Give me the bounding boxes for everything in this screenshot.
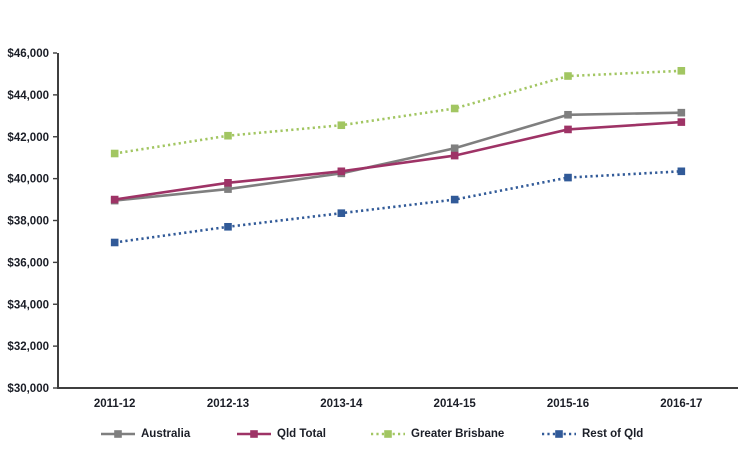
x-axis-label: 2016-17 [660,398,702,410]
legend-item-qld-total: Qld Total [236,424,326,444]
y-axis-label: $42,000 [7,132,49,144]
data-point-australia [564,110,572,119]
legend-item-australia: Australia [100,424,190,444]
legend-line-sample-rest-of-qld [542,430,576,438]
data-point-rest-of-qld [677,167,686,176]
data-point-australia [450,144,459,153]
data-point-qld-total [224,179,232,187]
data-point-greater-brisbane [564,72,572,80]
data-point-qld-total [110,195,119,204]
data-point-rest-of-qld [337,209,346,217]
x-axis-label: 2011-12 [94,398,136,410]
legend-marker-rest-of-qld [555,430,563,438]
data-point-greater-brisbane [677,66,686,75]
series-line-rest-of-qld [114,169,682,244]
legend-label: Qld Total [277,428,326,440]
legend-label: Greater Brisbane [411,428,505,440]
legend-marker-australia [114,430,122,438]
data-point-qld-total [564,125,572,134]
y-axis-label: $38,000 [7,216,49,228]
series-line-greater-brisbane [114,69,682,155]
legend-label: Rest of Qld [582,428,644,440]
data-point-greater-brisbane [110,149,119,158]
series-line-qld-total [114,120,682,201]
x-axis-label: 2015-16 [547,398,589,410]
data-point-qld-total [337,167,346,176]
y-axis-label: $36,000 [7,257,49,269]
legend-label: Australia [141,428,191,440]
chart-legend: Australia Qld Total Greater Brisbane Rest o… [0,424,752,446]
legend-line-sample-greater-brisbane [371,430,405,438]
data-point-rest-of-qld [450,195,459,204]
data-point-australia [677,108,686,117]
data-point-rest-of-qld [110,238,119,247]
y-axis-label: $30,000 [7,383,49,395]
data-point-australia [224,185,232,193]
y-axis-label: $34,000 [7,299,49,311]
y-axis-label: $40,000 [7,174,49,186]
data-point-rest-of-qld [564,173,572,182]
legend-line-sample-australia [101,430,135,438]
data-point-qld-total [677,118,686,126]
data-point-greater-brisbane [450,104,459,113]
y-axis-label: $32,000 [7,341,49,353]
series-line-australia [114,111,682,202]
legend-marker-qld-total [250,430,258,438]
data-point-qld-total [450,151,459,160]
x-axis-label: 2012-13 [207,398,249,410]
legend-marker-greater-brisbane [384,430,392,438]
y-axis-label: $44,000 [7,90,49,102]
data-point-greater-brisbane [224,131,232,140]
y-axis-label: $46,000 [7,48,49,60]
x-axis-label: 2013-14 [320,398,363,410]
data-point-rest-of-qld [224,222,232,231]
data-point-greater-brisbane [337,121,346,130]
legend-item-rest-of-qld: Rest of Qld [541,424,643,444]
legend-line-sample-qld-total [237,430,271,438]
x-axis-label: 2014-15 [434,398,477,410]
legend-item-greater-brisbane: Greater Brisbane [370,424,504,444]
